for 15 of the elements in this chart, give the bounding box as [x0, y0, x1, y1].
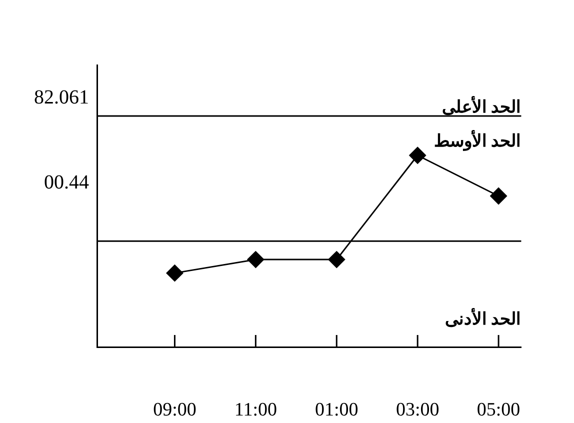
x-tick-label: 11:00: [234, 399, 277, 420]
y-tick-label: 00.44: [44, 171, 89, 194]
x-tick-label: 09:00: [153, 399, 196, 420]
y-tick-label: 82.061: [34, 86, 89, 108]
point: [490, 188, 508, 205]
x-tick-label: 05:00: [476, 399, 520, 420]
x-tick-label: 03:00: [396, 399, 440, 420]
point: [328, 251, 346, 268]
point: [247, 251, 264, 268]
x-tick-label: 01:00: [314, 399, 358, 420]
point: [166, 264, 184, 282]
annotation: الحد الأوسط: [434, 129, 522, 152]
annotation: الحد الأدنى: [444, 307, 522, 328]
annotation: الحد الأعلى: [442, 95, 522, 116]
point: [409, 146, 426, 164]
